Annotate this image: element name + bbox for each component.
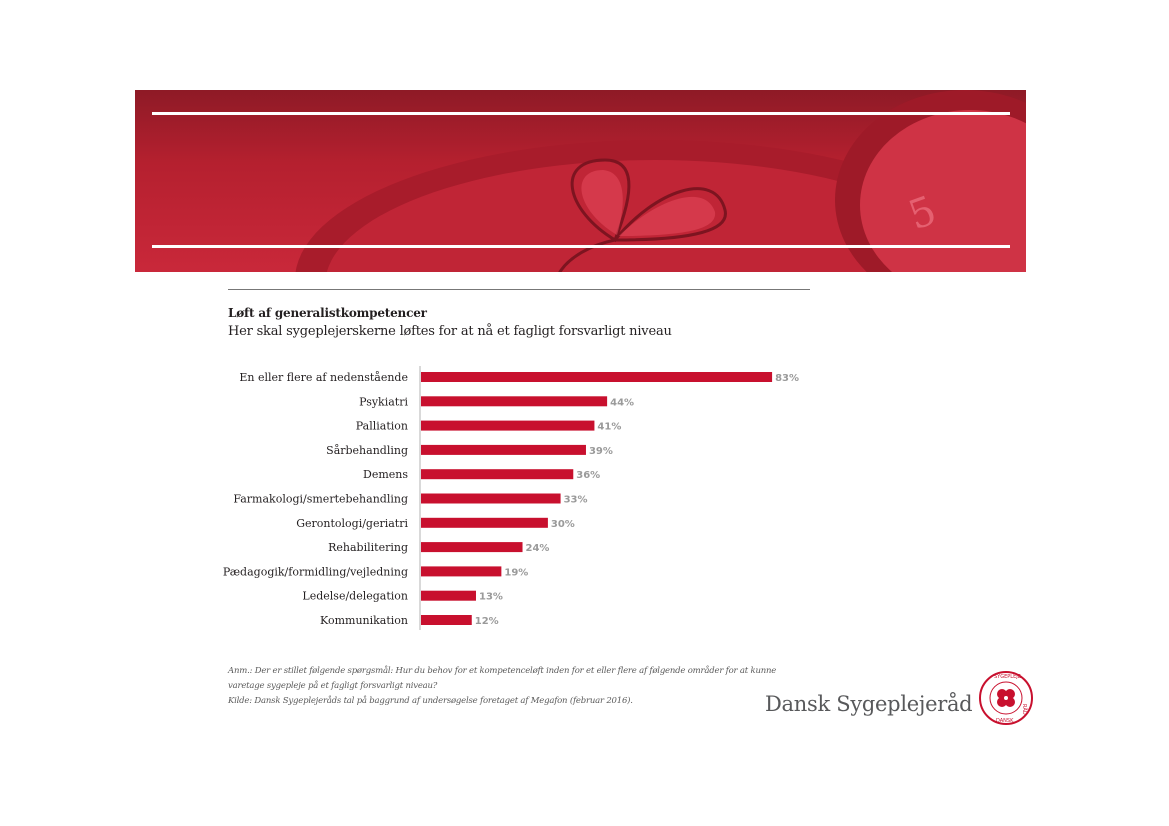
category-label: Kommunikation [320,614,408,627]
category-label: Palliation [356,420,408,433]
value-label: 19% [504,567,528,578]
value-label: 83% [775,373,799,384]
bar [421,542,523,553]
value-label: 30% [551,519,575,530]
banner-top-line [152,112,1010,115]
svg-text:SYGEPLEJE: SYGEPLEJE [994,674,1021,680]
org-name: Dansk Sygeplejeråd [765,692,973,716]
value-label: 39% [589,446,613,457]
bar [421,396,608,407]
source-note: Kilde: Dansk Sygeplejeråds tal på baggru… [228,696,633,706]
bar [421,566,502,577]
bar [421,493,561,504]
divider [228,289,810,290]
value-label: 33% [564,495,588,506]
category-label: En eller flere af nedenstående [239,371,408,384]
category-label: Psykiatri [359,395,408,408]
value-label: 44% [610,397,634,408]
bar [421,372,773,382]
category-label: Pædagogik/formidling/vejledning [223,565,408,578]
value-label: 41% [597,422,621,433]
category-label: Gerontologi/geriatri [296,517,408,530]
footnote: Anm.: Der er stillet følgende spørgsmål:… [228,664,828,709]
category-label: Sårbehandling [326,444,408,457]
organization-logo: SYGEPLEJE RÅD DANSK [979,671,1033,725]
bar [421,469,574,480]
category-label: Rehabilitering [328,541,408,554]
chart-title: Løft af generalistkompetencer [228,306,427,320]
value-label: 24% [526,543,550,554]
header-banner: 5 [135,90,1026,272]
banner-bottom-line [152,245,1010,248]
bar [421,444,586,455]
bar [421,590,476,601]
value-label: 36% [576,470,600,481]
banner-coin-image: 5 [295,90,1026,272]
category-label: Ledelse/delegation [302,590,408,603]
value-label: 12% [475,616,499,627]
svg-text:RÅD: RÅD [1021,704,1028,715]
svg-text:DANSK: DANSK [996,718,1014,724]
bar [421,420,595,431]
note-line-1: Anm.: Der er stillet følgende spørgsmål:… [228,666,777,676]
chart-subtitle: Her skal sygeplejerskerne løftes for at … [228,324,672,339]
bar [421,615,472,625]
bar [421,517,548,528]
value-label: 13% [479,592,503,603]
category-label: Demens [363,468,408,481]
category-label: Farmakologi/smertebehandling [233,493,408,506]
note-line-2: varetage sygepleje på et fagligt forsvar… [228,681,438,691]
